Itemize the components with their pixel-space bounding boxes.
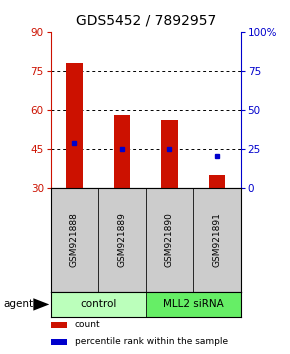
- Text: control: control: [80, 299, 116, 309]
- Bar: [51, 292, 146, 317]
- Bar: [51, 322, 67, 327]
- Title: GDS5452 / 7892957: GDS5452 / 7892957: [76, 14, 216, 28]
- Bar: [146, 292, 241, 317]
- Bar: [66, 63, 83, 188]
- Bar: [146, 188, 193, 292]
- Text: GSM921891: GSM921891: [213, 212, 222, 267]
- Bar: [51, 188, 98, 292]
- Bar: [193, 188, 241, 292]
- Text: MLL2 siRNA: MLL2 siRNA: [163, 299, 224, 309]
- Bar: [98, 188, 146, 292]
- Text: GSM921890: GSM921890: [165, 212, 174, 267]
- Text: GSM921889: GSM921889: [117, 212, 126, 267]
- Bar: [209, 175, 225, 188]
- Bar: [161, 120, 178, 188]
- Polygon shape: [33, 298, 49, 311]
- Text: GSM921888: GSM921888: [70, 212, 79, 267]
- Text: percentile rank within the sample: percentile rank within the sample: [75, 337, 228, 346]
- Text: agent: agent: [3, 299, 33, 309]
- Bar: [114, 115, 130, 188]
- Bar: [51, 339, 67, 345]
- Text: count: count: [75, 320, 100, 329]
